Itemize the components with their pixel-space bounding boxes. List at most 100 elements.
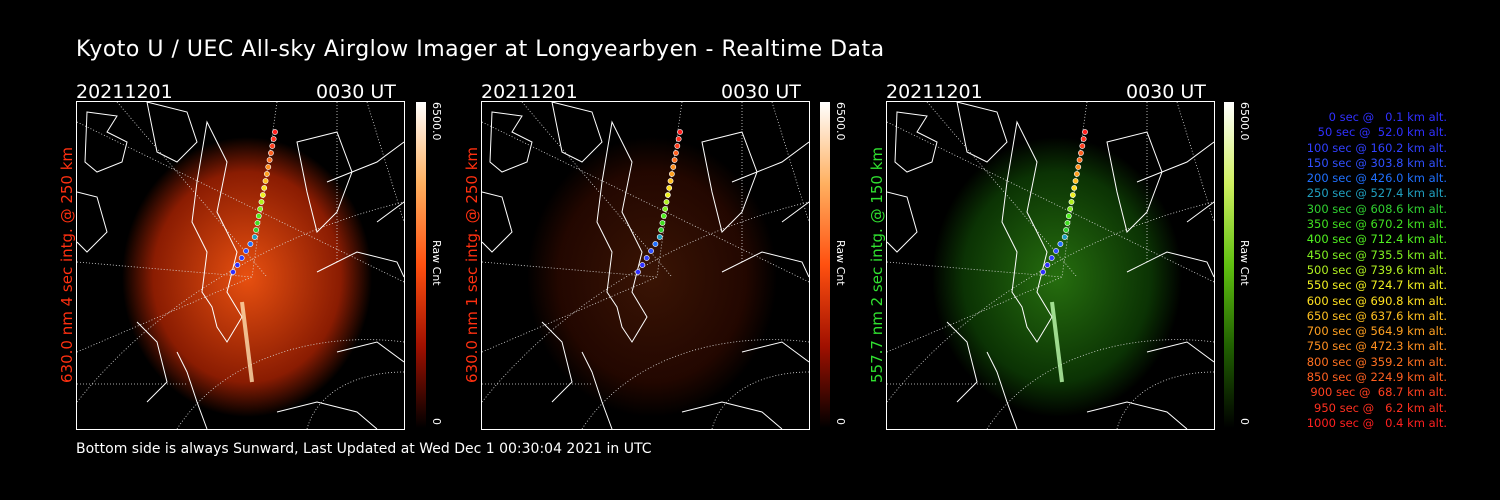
track-point bbox=[1068, 199, 1075, 205]
panel-3-colorbar bbox=[1224, 102, 1234, 428]
track-point bbox=[656, 234, 663, 240]
legend-entry: 350 sec @ 670.2 km alt. bbox=[1306, 217, 1447, 232]
legend-entry: 750 sec @ 472.3 km alt. bbox=[1306, 339, 1447, 354]
panel-2-cbar-max: 6500.0 bbox=[834, 102, 847, 141]
track-point bbox=[1065, 213, 1072, 219]
airglow-disk bbox=[527, 137, 777, 417]
legend-entry: 100 sec @ 160.2 km alt. bbox=[1306, 140, 1447, 155]
legend-entry: 0 sec @ 0.1 km alt. bbox=[1328, 110, 1447, 124]
track-point bbox=[257, 206, 264, 212]
track-point bbox=[675, 136, 682, 142]
panel-3-cbar-max: 6500.0 bbox=[1238, 102, 1251, 141]
track-point bbox=[658, 227, 664, 233]
track-point bbox=[1048, 255, 1055, 261]
track-point bbox=[652, 241, 659, 247]
track-point bbox=[243, 248, 249, 254]
legend-entry: 900 sec @ 68.7 km alt. bbox=[1310, 385, 1447, 400]
track-point bbox=[1069, 192, 1076, 198]
track-point bbox=[668, 171, 675, 177]
legend-entry: 850 sec @ 224.9 km alt. bbox=[1306, 370, 1447, 385]
legend-entry: 500 sec @ 739.6 km alt. bbox=[1306, 262, 1447, 277]
legend-entry: 700 sec @ 564.9 km alt. bbox=[1306, 324, 1447, 339]
track-point bbox=[263, 171, 270, 177]
panel-2-cbar-unit: Raw Cnt bbox=[834, 240, 847, 286]
altitude-legend: 0 sec @ 0.1 km alt. 50 sec @ 52.0 km alt.… bbox=[1262, 110, 1447, 431]
panel-2-time: 0030 UT bbox=[721, 81, 801, 103]
legend-entry: 150 sec @ 303.8 km alt. bbox=[1306, 155, 1447, 170]
panel-3-image bbox=[886, 101, 1215, 430]
track-point bbox=[266, 157, 273, 163]
track-point bbox=[1076, 157, 1083, 163]
panel-1-cbar-min: 0 bbox=[430, 418, 443, 425]
legend-entry: 800 sec @ 359.2 km alt. bbox=[1306, 354, 1447, 369]
track-point bbox=[1053, 248, 1059, 254]
track-point bbox=[664, 192, 671, 198]
track-point bbox=[269, 143, 276, 149]
legend-entry: 400 sec @ 712.4 km alt. bbox=[1306, 232, 1447, 247]
legend-entry: 950 sec @ 6.2 km alt. bbox=[1314, 400, 1447, 415]
track-point bbox=[1063, 227, 1069, 233]
page-title: Kyoto U / UEC All-sky Airglow Imager at … bbox=[76, 37, 885, 62]
track-point bbox=[666, 185, 673, 191]
track-point bbox=[671, 157, 678, 163]
track-point bbox=[667, 178, 674, 184]
coastline bbox=[887, 102, 1214, 429]
legend-entry: 650 sec @ 637.6 km alt. bbox=[1306, 308, 1447, 323]
panel-1-time: 0030 UT bbox=[316, 81, 396, 103]
panel-1-side-label: 630.0 nm 4 sec intg. @ 250 km bbox=[58, 146, 76, 383]
track-point bbox=[1075, 164, 1082, 170]
track-point bbox=[1073, 171, 1080, 177]
track-point bbox=[643, 255, 650, 261]
legend-entry: 1000 sec @ 0.4 km alt. bbox=[1306, 415, 1447, 430]
track-point bbox=[673, 150, 679, 156]
panel-1-cbar-unit: Raw Cnt bbox=[430, 240, 443, 286]
track-point bbox=[670, 164, 677, 170]
panel-2-cbar-min: 0 bbox=[834, 418, 847, 425]
legend-entry: 450 sec @ 735.5 km alt. bbox=[1306, 247, 1447, 262]
track-point bbox=[253, 227, 259, 233]
legend-entry: 250 sec @ 527.4 km alt. bbox=[1306, 186, 1447, 201]
track-point bbox=[662, 206, 669, 212]
track-point bbox=[660, 213, 667, 219]
aurora-arc bbox=[1050, 301, 1064, 383]
track-point bbox=[674, 143, 681, 149]
footer-note: Bottom side is always Sunward, Last Upda… bbox=[76, 441, 652, 457]
track-point bbox=[272, 129, 278, 135]
track-point bbox=[1078, 150, 1084, 156]
track-point bbox=[1080, 136, 1087, 142]
track-point bbox=[1067, 206, 1074, 212]
track-point bbox=[254, 220, 261, 226]
lat-lon-grid bbox=[887, 102, 1214, 429]
panel-2-image bbox=[481, 101, 810, 430]
track-point bbox=[261, 185, 268, 191]
track-point bbox=[1061, 234, 1068, 240]
track-point bbox=[259, 192, 266, 198]
track-point bbox=[1040, 269, 1046, 275]
track-point bbox=[238, 255, 245, 261]
track-point bbox=[635, 269, 641, 275]
track-point bbox=[270, 136, 277, 142]
aurora-arc bbox=[240, 301, 254, 383]
panel-2-date: 20211201 bbox=[481, 81, 578, 103]
panel-1-colorbar bbox=[416, 102, 426, 428]
track-point bbox=[639, 262, 646, 268]
panel-3-cbar-min: 0 bbox=[1238, 418, 1251, 425]
track-point bbox=[648, 248, 654, 254]
panel-2-colorbar bbox=[820, 102, 830, 428]
legend-entry: 550 sec @ 724.7 km alt. bbox=[1306, 278, 1447, 293]
track-point bbox=[258, 199, 265, 205]
panel-1-image bbox=[76, 101, 405, 430]
track-point bbox=[659, 220, 666, 226]
panel-3-date: 20211201 bbox=[886, 81, 983, 103]
legend-entry: 200 sec @ 426.0 km alt. bbox=[1306, 171, 1447, 186]
track-point bbox=[1072, 178, 1079, 184]
track-point bbox=[234, 262, 241, 268]
track-point bbox=[663, 199, 670, 205]
coastline bbox=[482, 102, 809, 429]
track-point bbox=[1071, 185, 1078, 191]
track-point bbox=[247, 241, 254, 247]
panel-3-cbar-unit: Raw Cnt bbox=[1238, 240, 1251, 286]
track-point bbox=[1082, 129, 1088, 135]
track-point bbox=[677, 129, 683, 135]
track-point bbox=[1057, 241, 1064, 247]
